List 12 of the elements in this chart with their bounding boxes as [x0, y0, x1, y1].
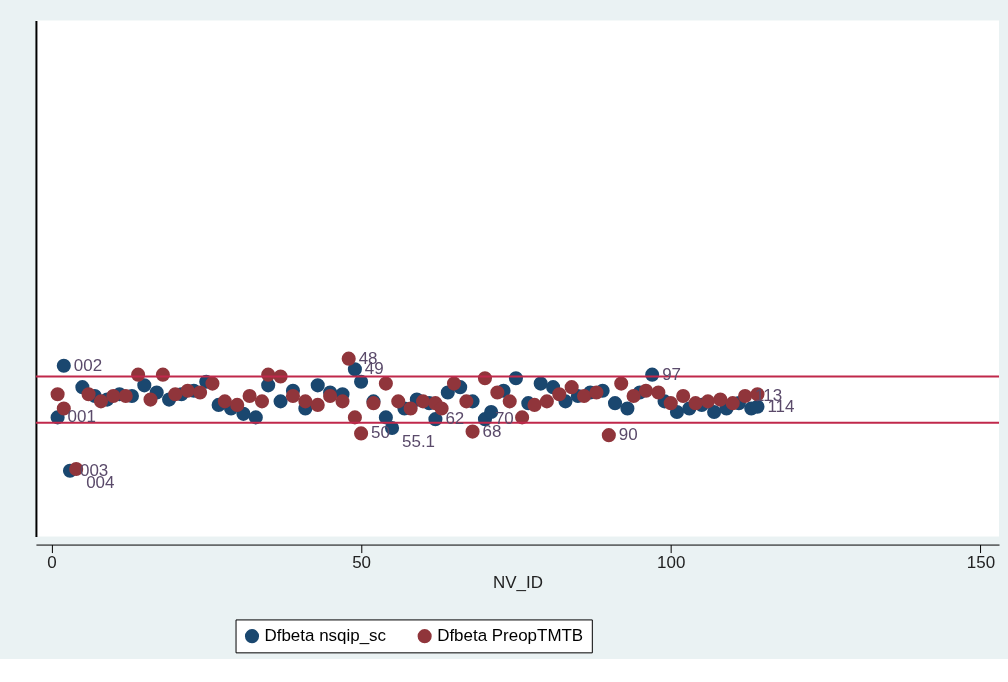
x-tick-label: 50 [352, 553, 372, 573]
annotation: 001 [67, 407, 96, 427]
x-tick-label: 150 [966, 553, 996, 573]
x-axis-title: NV_ID [493, 572, 543, 592]
legend-label: Dfbeta nsqip_sc [264, 626, 387, 646]
annotation: 50 [371, 423, 390, 443]
legend-label: Dfbeta PreopTMTB [437, 626, 584, 646]
x-tick-label: 100 [657, 553, 686, 573]
annotation: 002 [73, 355, 103, 375]
annotation: 90 [618, 425, 638, 445]
x-tick-label: 0 [47, 553, 57, 573]
annotation: 55.1 [402, 432, 436, 452]
